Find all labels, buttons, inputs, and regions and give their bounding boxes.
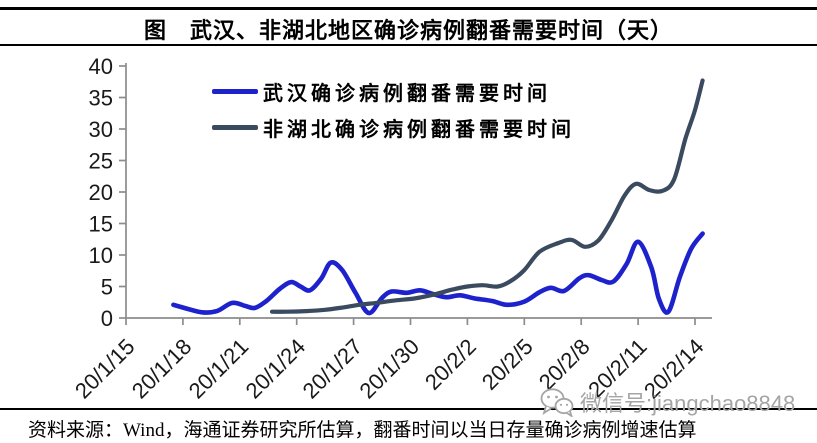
x-tick-label: 20/1/18 bbox=[127, 334, 197, 404]
x-tick-label: 20/1/15 bbox=[70, 334, 140, 404]
chart-legend: 武汉确诊病例翻番需要时间 非湖北确诊病例翻番需要时间 bbox=[212, 76, 575, 142]
figure-title: 图 武汉、非湖北地区确诊病例翻番需要时间（天） bbox=[143, 18, 673, 43]
x-tick-label: 20/2/2 bbox=[420, 334, 481, 395]
x-tick-label: 20/1/27 bbox=[298, 334, 368, 404]
x-tick-label: 20/1/21 bbox=[184, 334, 254, 404]
legend-label-non-hubei: 非湖北确诊病例翻番需要时间 bbox=[263, 118, 575, 141]
x-tick-label: 20/1/24 bbox=[241, 334, 311, 404]
source-note: 资料来源：Wind，海通证券研究所估算，翻番时间以当日存量确诊病例增速估算 bbox=[28, 420, 697, 441]
legend-swatch-wuhan bbox=[212, 88, 258, 94]
y-tick-label: 35 bbox=[89, 86, 113, 111]
y-tick-label: 15 bbox=[89, 212, 113, 237]
y-tick-label: 10 bbox=[89, 243, 113, 268]
wechat-icon bbox=[540, 388, 574, 417]
legend-item-non-hubei: 非湖北确诊病例翻番需要时间 bbox=[212, 112, 575, 142]
legend-swatch-non-hubei bbox=[212, 124, 258, 130]
y-tick-label: 20 bbox=[89, 180, 113, 205]
footer-divider-rule bbox=[0, 408, 817, 410]
y-tick-label: 30 bbox=[89, 117, 113, 142]
y-tick-label: 5 bbox=[101, 275, 113, 300]
y-tick-label: 25 bbox=[89, 149, 113, 174]
y-tick-label: 0 bbox=[101, 306, 113, 331]
x-tick-label: 20/1/30 bbox=[354, 334, 424, 404]
watermark-text: 微信号:jiangchao8848 bbox=[580, 391, 796, 416]
top-rule bbox=[0, 7, 817, 10]
wechat-watermark: 微信号:jiangchao8848 bbox=[540, 386, 795, 418]
series-line-wuhan bbox=[171, 231, 705, 316]
legend-item-wuhan: 武汉确诊病例翻番需要时间 bbox=[212, 76, 575, 106]
y-tick-label: 40 bbox=[89, 54, 113, 79]
series-line-non-hubei bbox=[269, 78, 705, 314]
title-divider-rule bbox=[0, 44, 817, 46]
legend-label-wuhan: 武汉确诊病例翻番需要时间 bbox=[263, 82, 551, 105]
x-tick-label: 20/2/5 bbox=[477, 334, 538, 395]
